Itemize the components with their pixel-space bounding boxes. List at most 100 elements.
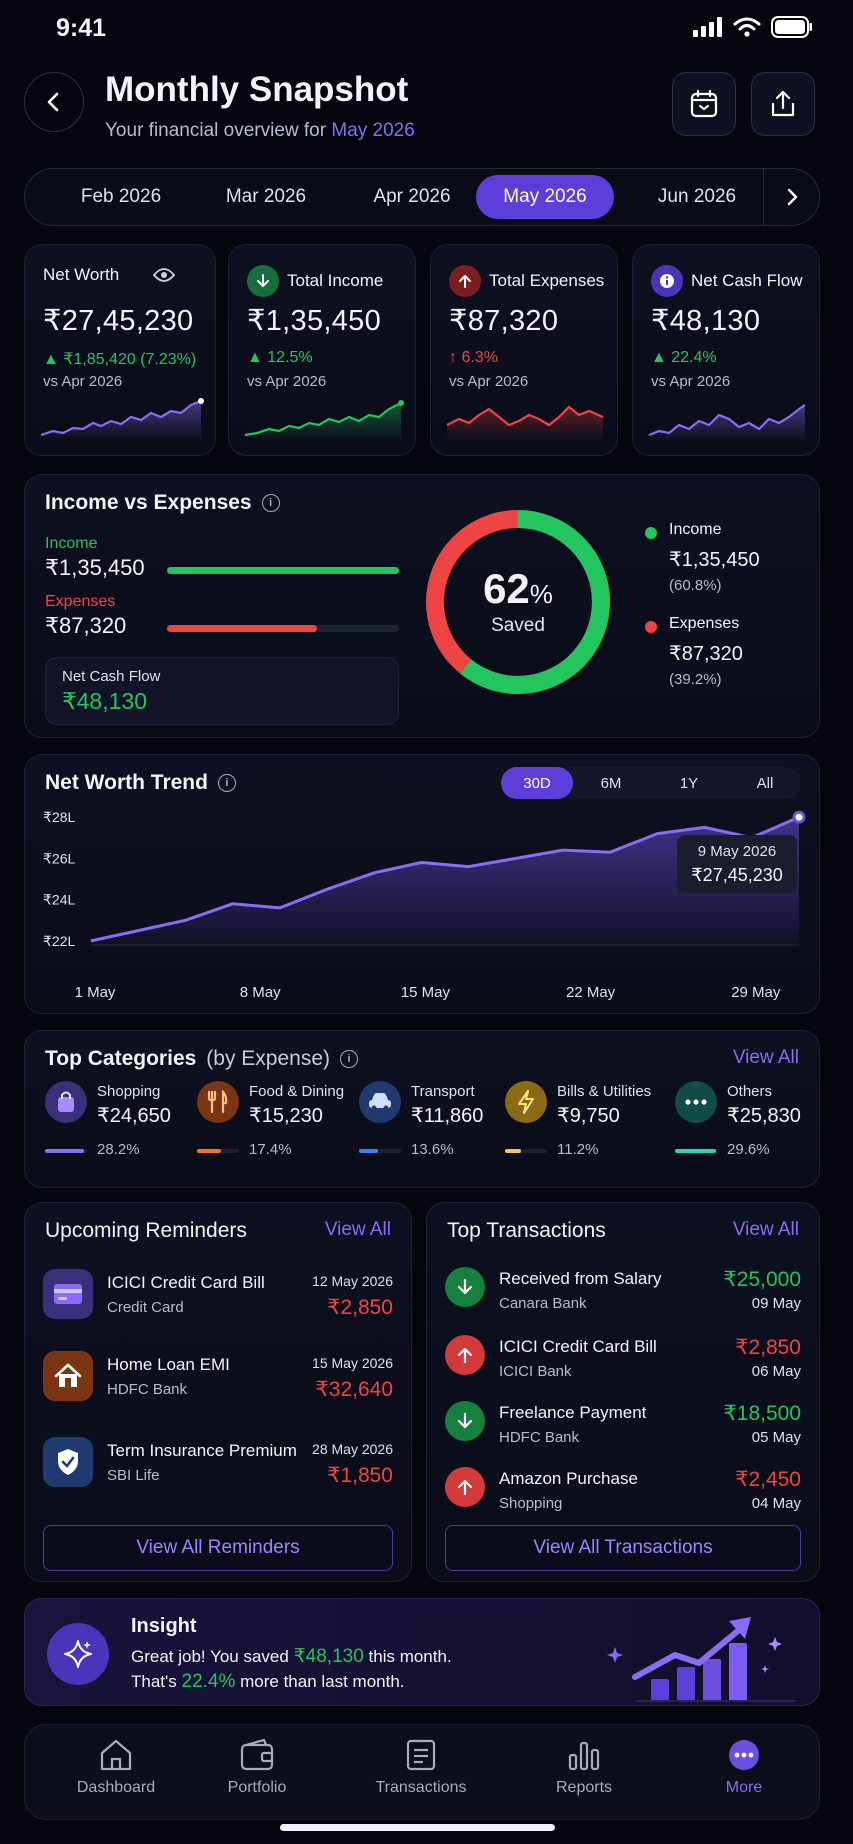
month-tab-jun[interactable]: Jun 2026 [657, 186, 737, 207]
nav-more[interactable]: More [679, 1739, 809, 1797]
month-tab-apr[interactable]: Apr 2026 [373, 186, 451, 207]
transaction-title: Amazon Purchase [499, 1469, 638, 1488]
transaction-date: 04 May [751, 1495, 801, 1512]
tooltip-date: 9 May 2026 [697, 843, 777, 860]
trend-last-point[interactable] [792, 810, 806, 824]
transaction-item[interactable]: Received from Salary Canara Bank ₹25,000… [445, 1265, 801, 1325]
section-title: Income vs Expenses i [45, 491, 280, 515]
wallet-icon [240, 1739, 274, 1771]
shopping-bag-icon [45, 1081, 87, 1123]
month-tab-mar[interactable]: Mar 2026 [225, 186, 307, 207]
transaction-item[interactable]: Amazon Purchase Shopping ₹2,450 04 May [445, 1465, 801, 1525]
info-icon[interactable]: i [261, 494, 280, 512]
legend-dot [645, 621, 657, 633]
transaction-amount: ₹2,850 [735, 1336, 801, 1359]
home-indicator[interactable] [280, 1824, 555, 1831]
category-name: Others [727, 1083, 773, 1100]
back-button[interactable] [24, 72, 84, 132]
arrow-down-icon [247, 265, 279, 297]
range-all[interactable]: All [756, 774, 774, 792]
categories-view-all-link[interactable]: View All [732, 1047, 799, 1068]
month-next-button[interactable] [763, 169, 819, 225]
category-shopping[interactable]: Shopping ₹24,650 28.2% [45, 1079, 205, 1169]
range-30d[interactable]: 30D [501, 767, 573, 799]
share-button[interactable] [751, 72, 815, 136]
category-share-fill [675, 1149, 717, 1153]
reminder-sub: HDFC Bank [107, 1381, 188, 1398]
category-bills-utilities[interactable]: Bills & Utilities ₹9,750 11.2% [505, 1079, 665, 1169]
net-cash-flow-box: Net Cash Flow ₹48,130 [45, 657, 399, 725]
kpi-title: Net Worth [43, 265, 176, 285]
bottom-nav: Dashboard Portfolio Transactions Reports… [24, 1724, 820, 1820]
arrow-up-icon [445, 1467, 485, 1507]
transaction-item[interactable]: ICICI Credit Card Bill ICICI Bank ₹2,850… [445, 1333, 801, 1393]
page-title: Monthly Snapshot [105, 70, 409, 109]
y-tick-label: ₹26L [43, 850, 75, 866]
reminder-date: 15 May 2026 [312, 1355, 393, 1371]
saved-number: 62 [483, 565, 530, 612]
kpi-net-worth[interactable]: Net Worth ₹27,45,230 ▲ ₹1,85,420 (7.23%)… [24, 244, 216, 456]
nav-transactions[interactable]: Transactions [356, 1739, 486, 1797]
section-title-label: Top Transactions [447, 1219, 606, 1242]
section-title-suffix: (by Expense) [206, 1047, 331, 1070]
category-share-fill [45, 1149, 85, 1153]
nav-reports[interactable]: Reports [519, 1739, 649, 1797]
category-food-dining[interactable]: Food & Dining ₹15,230 17.4% [197, 1079, 357, 1169]
info-icon[interactable]: i [217, 774, 236, 792]
income-bar-fill [167, 567, 399, 574]
range-1y[interactable]: 1Y [679, 774, 699, 792]
range-6m[interactable]: 6M [600, 774, 622, 792]
category-others[interactable]: Others ₹25,830 29.6% [675, 1079, 835, 1169]
transaction-item[interactable]: Freelance Payment HDFC Bank ₹18,500 05 M… [445, 1399, 801, 1459]
kpi-total-expenses[interactable]: Total Expenses ₹87,320 ↑ 6.3% vs Apr 202… [430, 244, 618, 456]
insight-line-2: That's 22.4% more than last month. [131, 1671, 405, 1693]
info-icon[interactable]: i [340, 1050, 359, 1068]
calendar-button[interactable] [672, 72, 736, 136]
kpi-value: ₹87,320 [449, 305, 559, 337]
net-worth-trend-card: Net Worth Trend i 30D 6M 1Y All ₹28L ₹26L… [24, 754, 820, 1014]
category-transport[interactable]: Transport ₹11,860 13.6% [359, 1079, 519, 1169]
transaction-title: Received from Salary [499, 1269, 662, 1288]
month-tab-feb[interactable]: Feb 2026 [80, 186, 162, 207]
nav-label: More [725, 1779, 763, 1796]
category-pct: 17.4% [249, 1141, 292, 1158]
bolt-icon [505, 1081, 547, 1123]
more-icon [729, 1740, 759, 1770]
kpi-sparkline [446, 405, 604, 441]
month-tab-may[interactable]: May 2026 [476, 175, 614, 219]
x-tick-label: 15 May [401, 984, 451, 1001]
status-time: 9:41 [56, 14, 107, 42]
expenses-bar [167, 625, 399, 632]
kpi-total-income[interactable]: Total Income ₹1,35,450 ▲ 12.5% vs Apr 20… [228, 244, 416, 456]
arrow-up-icon [445, 1335, 485, 1375]
nav-portfolio[interactable]: Portfolio [192, 1739, 322, 1797]
reminders-view-all-link[interactable]: View All [324, 1219, 391, 1240]
reminder-item[interactable]: Term Insurance Premium SBI Life 28 May 2… [43, 1437, 393, 1497]
transaction-date: 05 May [751, 1429, 801, 1446]
kpi-title: Total Expenses [449, 265, 604, 297]
kpi-value: ₹48,130 [651, 305, 761, 337]
eye-icon[interactable] [153, 267, 176, 283]
category-share-bar [359, 1149, 401, 1153]
nav-dashboard[interactable]: Dashboard [51, 1739, 181, 1797]
reminder-item[interactable]: Home Loan EMI HDFC Bank 15 May 2026 ₹32,… [43, 1351, 393, 1411]
category-share-bar [675, 1149, 717, 1153]
reminder-item[interactable]: ICICI Credit Card Bill Credit Card 12 Ma… [43, 1269, 393, 1329]
calendar-icon [690, 89, 718, 118]
status-icons [693, 16, 813, 38]
insight-title: Insight [131, 1615, 197, 1637]
donut-income-segment [426, 510, 610, 694]
legend-dot [645, 527, 657, 539]
kpi-net-cash-flow[interactable]: Net Cash Flow ₹48,130 ▲ 22.4% vs Apr 202… [632, 244, 820, 456]
kpi-title-label: Net Worth [43, 265, 120, 284]
wifi-icon [733, 17, 761, 37]
view-all-transactions-button[interactable]: View All Transactions [445, 1525, 801, 1571]
reminder-sub: SBI Life [107, 1467, 160, 1484]
sparkle-icon [47, 1623, 109, 1685]
saved-label: Saved [491, 615, 545, 636]
view-all-reminders-button[interactable]: View All Reminders [43, 1525, 393, 1571]
battery-icon [771, 16, 812, 38]
transactions-view-all-link[interactable]: View All [732, 1219, 799, 1240]
credit-card-icon [43, 1269, 93, 1319]
reminder-title: ICICI Credit Card Bill [107, 1273, 265, 1292]
